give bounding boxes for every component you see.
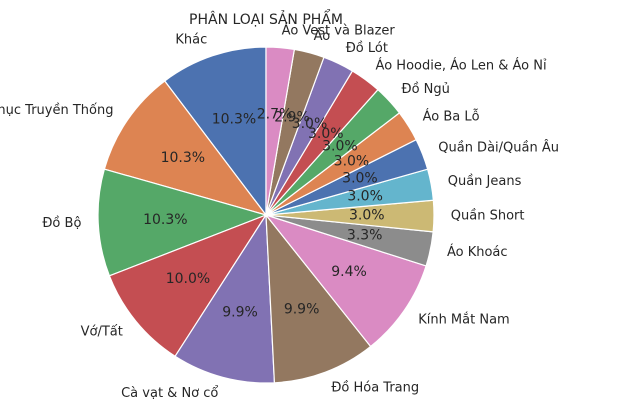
slice-category-label: Quần Jeans	[448, 174, 522, 189]
slice-percent-label: 3.3%	[347, 227, 383, 243]
pie-slice	[265, 46, 296, 216]
slice-category-label: Quần Dài/Quần Âu	[438, 140, 559, 156]
percent-labels: 10.3% 10.3% 10.3% 10.0% 9.9% 9.9% 9.4% 3.3% 3.0%…	[143, 107, 385, 321]
pie-slice	[265, 213, 372, 384]
category-labels: Khác Trang Phục Truyền Thống Đồ Bộ Vớ/Tất Cà…	[0, 22, 559, 401]
slice-category-label: Trang Phục Truyền Thống	[0, 103, 113, 118]
slice-category-label: Áo	[314, 28, 331, 44]
slice-percent-label: 3.0%	[342, 170, 378, 186]
slice-percent-label: 2.9%	[274, 110, 310, 126]
slice-percent-label: 3.0%	[347, 189, 383, 205]
pie-slice	[163, 46, 267, 217]
slice-category-label: Áo Khoác	[447, 244, 508, 260]
slice-percent-label: 3.0%	[322, 138, 358, 154]
slice-percent-label: 3.0%	[349, 208, 385, 224]
slice-category-label: Đồ Lót	[346, 41, 388, 56]
slice-category-label: Cà vạt & Nơ cổ	[121, 386, 218, 401]
slice-percent-label: 3.0%	[308, 126, 344, 142]
slice-category-label: Quần Short	[451, 209, 525, 224]
slice-category-label: Đồ Ngủ	[402, 82, 450, 97]
chart-title: PHÂN LOẠI SẢN PHẨM	[189, 9, 343, 28]
slice-category-label: Đồ Bộ	[42, 216, 81, 231]
slice-category-label: Đồ Hóa Trang	[331, 380, 419, 395]
slice-percent-label: 3.0%	[334, 154, 370, 170]
slice-percent-label: 2.7%	[257, 107, 293, 123]
slice-category-label: Kính Mắt Nam	[418, 312, 510, 327]
slice-category-label: Khác	[175, 32, 207, 47]
slice-percent-label: 9.9%	[284, 301, 320, 317]
slice-category-label: Vớ/Tất	[81, 324, 123, 339]
slice-category-label: Áo Hoodie, Áo Len & Áo Nỉ	[376, 58, 547, 74]
pie-slice	[108, 213, 268, 358]
slice-percent-label: 3.0%	[292, 116, 328, 132]
slice-percent-label: 9.4%	[331, 264, 367, 280]
pie-slice	[103, 80, 268, 217]
slice-percent-label: 10.3%	[143, 212, 187, 228]
slice-percent-label: 10.0%	[166, 271, 210, 287]
slice-percent-label: 10.3%	[161, 150, 205, 166]
slice-category-label: Áo Ba Lỗ	[423, 108, 480, 124]
slice-percent-label: 9.9%	[222, 304, 258, 320]
pie-slice	[174, 213, 276, 384]
pie-slice	[264, 213, 427, 348]
pie-slices	[97, 46, 435, 384]
pie-slice	[97, 168, 268, 277]
slice-percent-label: 10.3%	[212, 111, 256, 127]
slice-category-label: Áo Vest và Blazer	[282, 22, 396, 38]
